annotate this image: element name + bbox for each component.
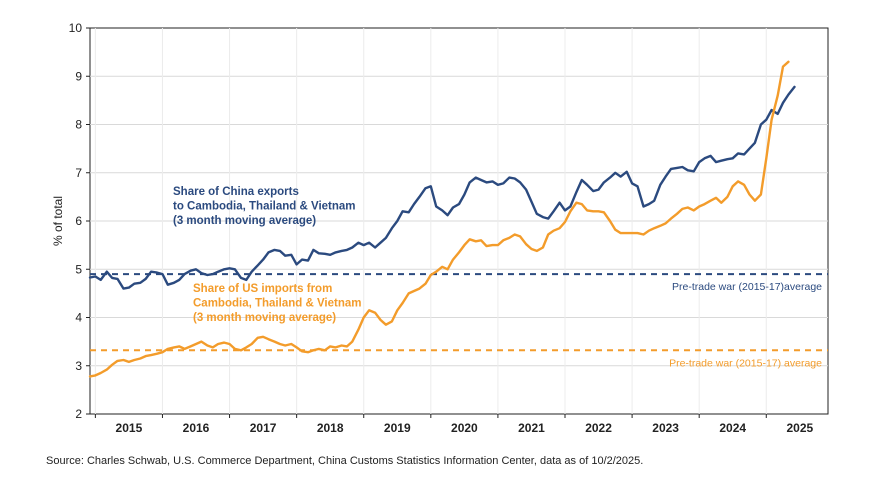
series-labels: Share of China exports to Cambodia, Thail… [173,186,362,324]
x-tick-label: 2025 [786,421,813,435]
reference-line-label: Pre-trade war (2015-17)average [672,281,822,293]
y-axis-label: % of total [51,196,65,246]
series-line-china-exports [88,85,796,290]
y-tick-label: 5 [75,262,82,276]
x-tick-label: 2019 [384,421,411,435]
series-layer [88,60,796,378]
y-tick-label: 9 [75,69,82,83]
series-label-line: Share of US imports from [193,283,332,295]
y-tick-label: 3 [75,359,82,373]
x-tick-label: 2017 [250,421,277,435]
series-line-us-imports [88,60,790,378]
x-tick-label: 2016 [183,421,210,435]
y-tick-label: 7 [75,166,82,180]
y-tick-label: 8 [75,118,82,132]
source-note: Source: Charles Schwab, U.S. Commerce De… [46,455,644,467]
y-tick-label: 2 [75,407,82,421]
y-tick-label: 4 [75,311,82,325]
series-label-line: (3 month moving average) [193,312,336,324]
series-label-line: (3 month moving average) [173,215,316,227]
series-label-line: Cambodia, Thailand & Vietnam [193,298,362,310]
grid-layer [90,28,828,414]
y-tick-label: 10 [69,21,83,35]
series-label: Share of US imports from Cambodia, Thaila… [193,283,362,324]
series-label-line: Share of China exports [173,186,299,198]
x-axis-ticks: 2015 2016 2017 2018 2019 2020 2021 2022 2023 2024… [94,414,813,435]
x-tick-label: 2021 [518,421,545,435]
y-axis-ticks: 2 3 4 5 6 7 8 9 10 [69,21,90,421]
x-tick-label: 2015 [116,421,143,435]
x-tick-label: 2024 [719,421,746,435]
reference-lines: Pre-trade war (2015-17)average Pre-trade … [90,273,828,369]
x-tick-label: 2020 [451,421,478,435]
x-tick-label: 2023 [652,421,679,435]
series-label-line: to Cambodia, Thailand & Vietnam [173,201,356,213]
series-label: Share of China exports to Cambodia, Thail… [173,186,356,227]
x-tick-label: 2022 [585,421,612,435]
y-tick-label: 6 [75,214,82,228]
reference-line-label: Pre-trade war (2015-17) average [669,357,822,369]
x-tick-label: 2018 [317,421,344,435]
